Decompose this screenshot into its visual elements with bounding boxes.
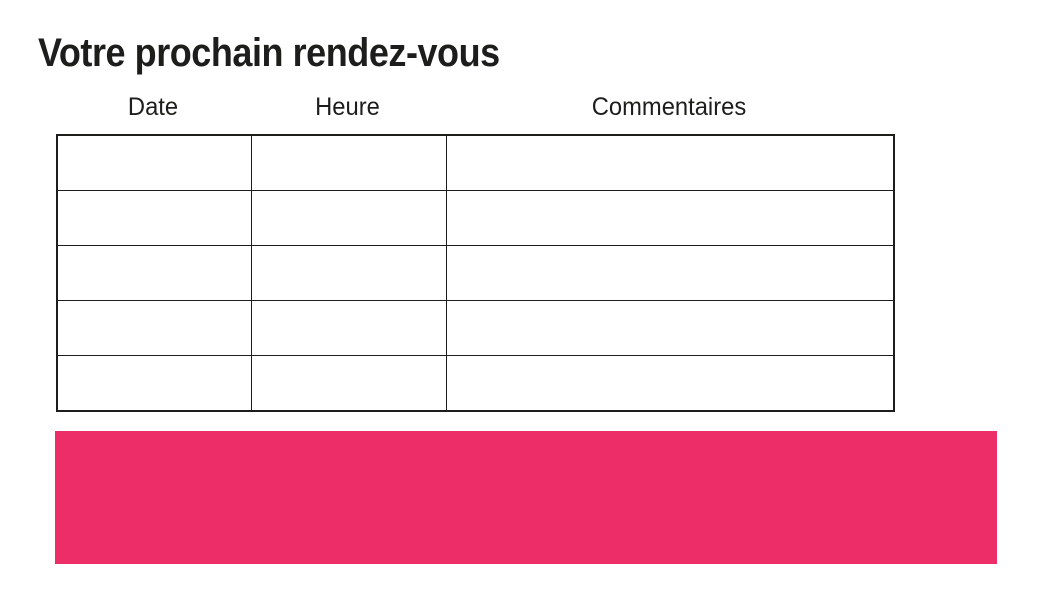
table-cell-heure <box>250 134 447 191</box>
table-row <box>56 300 895 356</box>
table-cell-commentaires <box>445 355 895 412</box>
appointments-table <box>56 134 895 412</box>
table-cell-heure <box>250 190 447 246</box>
table-cell-commentaires <box>445 245 895 301</box>
slide-title: Votre prochain rendez-vous <box>38 31 500 75</box>
table-cell-date <box>56 190 252 246</box>
table-cell-date <box>56 300 252 356</box>
table-cell-date <box>56 134 252 191</box>
table-row <box>56 355 895 412</box>
table-row <box>56 245 895 301</box>
table-row <box>56 190 895 246</box>
column-header-date: Date <box>127 93 179 121</box>
column-header-commentaires: Commentaires <box>591 93 747 121</box>
accent-banner <box>55 431 997 564</box>
table-cell-date <box>56 355 252 412</box>
table-cell-commentaires <box>445 190 895 246</box>
table-row <box>56 134 895 191</box>
table-cell-commentaires <box>445 300 895 356</box>
table-cell-heure <box>250 355 447 412</box>
table-cell-commentaires <box>445 134 895 191</box>
table-cell-date <box>56 245 252 301</box>
table-cell-heure <box>250 245 447 301</box>
table-column-headers: Date Heure Commentaires <box>56 92 893 122</box>
table-cell-heure <box>250 300 447 356</box>
column-header-heure: Heure <box>315 93 380 121</box>
